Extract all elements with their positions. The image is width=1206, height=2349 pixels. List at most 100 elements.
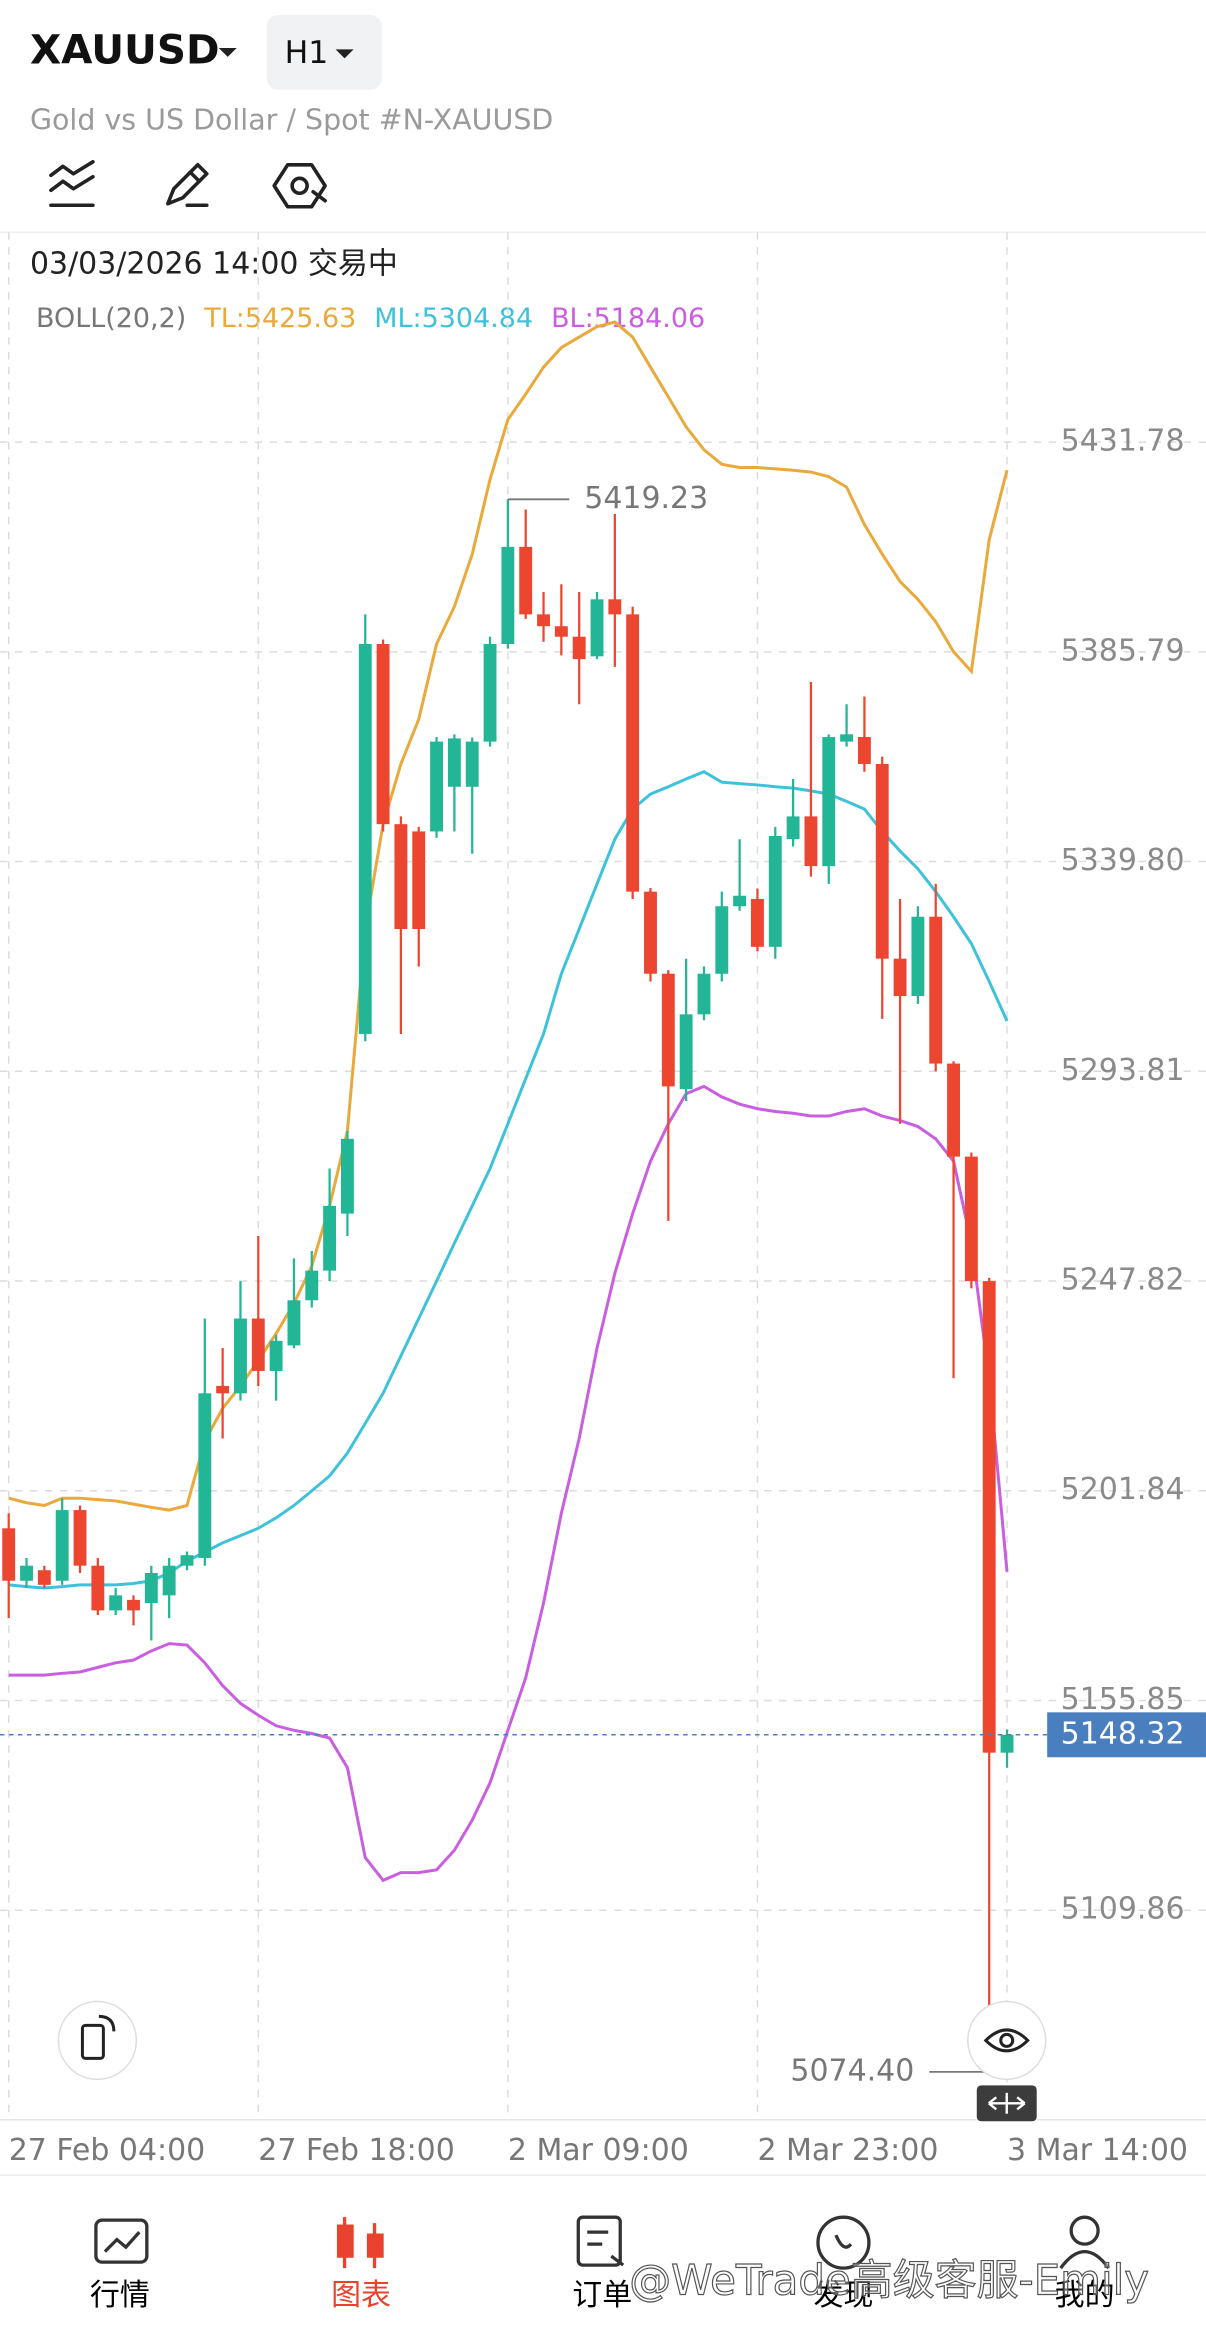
nav-label[interactable]: 图表 [331,2278,391,2313]
legend-name: TL: [203,303,245,334]
candle-body [590,599,604,657]
nav-icon-discover[interactable] [816,2215,871,2270]
candle-body [572,636,586,660]
candle-body [893,958,907,997]
candle-body [20,1565,33,1581]
candle-body [447,738,461,787]
candle-body [376,644,390,825]
nav-label[interactable]: 我的 [1055,2278,1115,2313]
y-tick-label: 5109.86 [1061,1892,1185,1927]
candle-body [2,1528,16,1581]
y-tick-label: 5293.81 [1061,1053,1185,1088]
status-line: 03/03/2026 14:00 交易中 [30,247,398,282]
candle-body [715,906,729,974]
candle-body [661,973,675,1087]
y-tick-label: 5201.84 [1061,1472,1185,1507]
candle-body [608,599,622,615]
description: Gold vs US Dollar / Spot #N-XAUUSD [30,103,553,136]
candle-body [430,741,444,832]
candle-body [537,614,550,627]
candle-body [964,1156,978,1282]
x-tick-label: 2 Mar 09:00 [508,2133,689,2168]
candle-body [465,741,479,787]
candle-body [733,895,747,907]
candle-body [751,898,764,947]
nav-label[interactable]: 行情 [90,2278,150,2313]
axes: 5431.78 5385.79 5339.80 5293.81 5247.82 5201.… [0,424,1206,2168]
timeframe[interactable]: H1 [285,35,329,71]
y-tick-label: 5155.85 [1061,1682,1185,1717]
candle-body [340,1138,354,1214]
rotate-button[interactable] [57,2000,138,2081]
price-tag-label: 5148.32 [1061,1716,1185,1751]
scale-handle[interactable] [976,2085,1037,2122]
x-tick-label: 27 Feb 18:00 [258,2133,455,2168]
candle-body [626,614,640,892]
legend-name: BL: [551,303,594,334]
candle-body [358,644,372,1034]
symbol-caret[interactable] [218,47,237,57]
nav-icon-chart[interactable] [336,2217,384,2269]
candle-body [162,1565,176,1596]
candle-body [127,1599,140,1611]
symbol[interactable]: XAUUSD [30,25,220,73]
x-tick-label: 3 Mar 14:00 [1007,2133,1188,2168]
candle-body [198,1393,212,1558]
candle-body [947,1063,960,1157]
candle-body [251,1318,265,1371]
settings-icon[interactable] [272,162,327,209]
candle-body [144,1572,158,1604]
candle-body [73,1510,87,1566]
candle-body [644,891,657,974]
candle-body [37,1570,51,1585]
watermark: @WeTrade高级客服-Emily [629,2256,1149,2305]
legend-name: ML: [374,303,421,334]
band-line [8,1084,1009,1883]
price-tag [1047,1712,1206,1758]
band-line [8,320,1009,1512]
candle-body [875,763,889,959]
y-tick-label: 5339.80 [1061,843,1185,878]
nav-label[interactable]: 订单 [572,2278,632,2313]
candle-body [55,1510,69,1581]
candle-body [109,1595,123,1611]
legend-value: 5184.06 [594,303,705,334]
nav-icon-orders[interactable] [576,2215,625,2267]
candle-body [483,644,497,742]
candle-body [216,1386,230,1394]
eye-button[interactable] [967,2000,1047,2081]
candle-body [911,916,925,997]
draw-icon[interactable] [166,162,209,208]
candle-body [822,737,836,867]
candle-body [394,824,408,930]
y-tick-label: 5247.82 [1061,1263,1185,1298]
plot-area [2,320,1014,2072]
candle-body [804,816,818,867]
legend-value: 5425.63 [245,303,356,334]
x-tick-label: 27 Feb 04:00 [9,2133,206,2168]
candle-body [857,737,871,764]
candle-body [180,1555,194,1566]
candle-body [412,831,426,930]
nav-icon-market[interactable] [94,2218,149,2264]
candle-body [840,734,854,742]
legend-value: 5304.84 [422,303,533,334]
timeframe-button[interactable] [266,14,383,90]
candle-body [929,916,943,1064]
nav-label[interactable]: 发现 [813,2278,873,2313]
timeframe-caret[interactable] [335,49,354,59]
candle-body [91,1565,105,1611]
candle-body [786,816,800,840]
indicator-icon[interactable] [49,159,95,208]
nav-icon-me[interactable] [1059,2215,1110,2270]
candle-body [305,1270,319,1301]
y-tick-label: 5431.78 [1061,424,1185,459]
indicator-name: BOLL(20,2) [36,303,186,334]
indicator-legend: BOLL(20,2) TL:5425.63 ML:5304.84 BL:5184.06 [36,303,705,334]
candle-body [1000,1734,1014,1753]
candle-body [234,1318,247,1394]
x-tick-label: 2 Mar 23:00 [757,2133,938,2168]
